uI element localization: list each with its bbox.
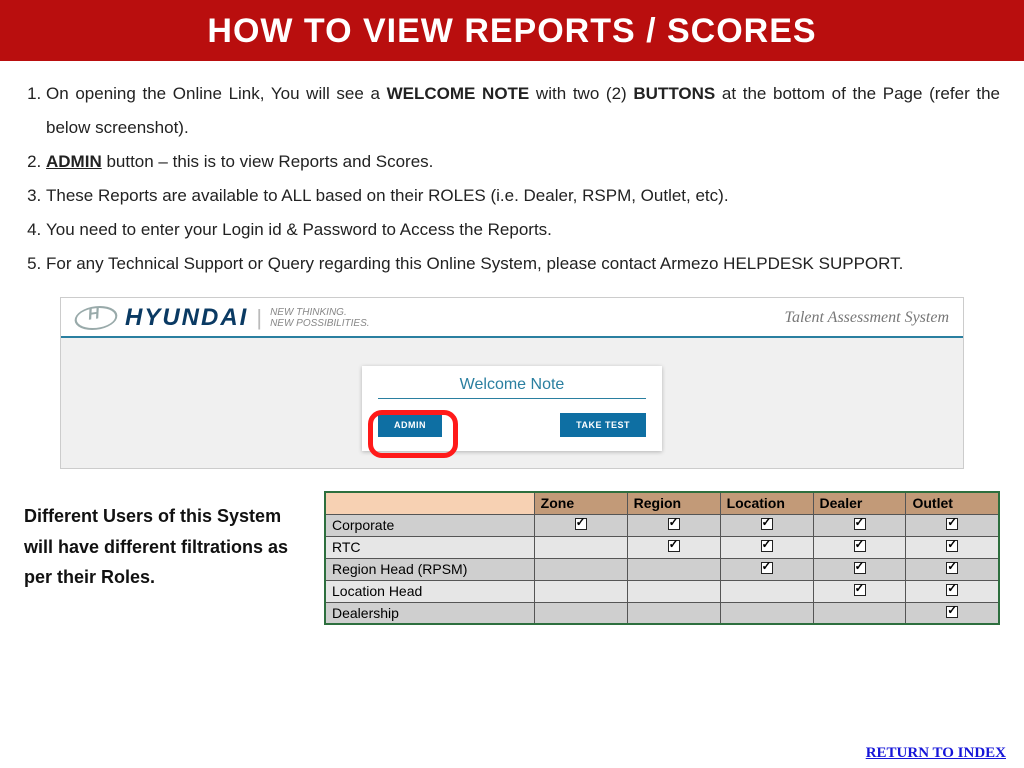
role-cell xyxy=(627,536,720,558)
checkmark-icon xyxy=(854,584,866,596)
table-col-header: Dealer xyxy=(813,492,906,514)
checkmark-icon xyxy=(854,562,866,574)
divider-icon: | xyxy=(256,305,262,331)
role-cell xyxy=(627,514,720,536)
admin-word: ADMIN xyxy=(46,152,102,171)
role-cell xyxy=(906,580,999,602)
role-cell xyxy=(906,602,999,624)
tagline-1: NEW THINKING. xyxy=(270,307,347,318)
brand-logo: HYUNDAI | NEW THINKING. NEW POSSIBILITIE… xyxy=(75,304,370,332)
roles-caption: Different Users of this System will have… xyxy=(24,491,304,593)
text: button – this is to view Reports and Sco… xyxy=(102,152,434,171)
role-cell xyxy=(534,536,627,558)
role-cell xyxy=(627,580,720,602)
instruction-4: You need to enter your Login id & Passwo… xyxy=(46,213,1000,247)
return-to-index-link[interactable]: RETURN TO INDEX xyxy=(866,745,1006,762)
instruction-1: On opening the Online Link, You will see… xyxy=(46,77,1000,145)
role-cell xyxy=(813,580,906,602)
role-cell xyxy=(534,602,627,624)
hyundai-icon xyxy=(71,306,121,330)
instruction-2: ADMIN button – this is to view Reports a… xyxy=(46,145,1000,179)
checkmark-icon xyxy=(761,562,773,574)
text-bold: BUTTONS xyxy=(633,84,715,103)
row-header: Region Head (RPSM) xyxy=(325,558,534,580)
role-cell xyxy=(720,602,813,624)
role-cell xyxy=(813,602,906,624)
checkmark-icon xyxy=(946,584,958,596)
checkmark-icon xyxy=(946,518,958,530)
text-bold: WELCOME NOTE xyxy=(387,84,530,103)
instruction-5: For any Technical Support or Query regar… xyxy=(46,247,1000,281)
role-cell xyxy=(813,558,906,580)
checkmark-icon xyxy=(854,540,866,552)
table-row: Location Head xyxy=(325,580,999,602)
roles-table: ZoneRegionLocationDealerOutlet Corporate… xyxy=(324,491,1000,625)
checkmark-icon xyxy=(946,562,958,574)
role-cell xyxy=(534,580,627,602)
row-header: Corporate xyxy=(325,514,534,536)
screenshot-body: Welcome Note ADMIN TAKE TEST xyxy=(61,338,963,468)
instructions-block: On opening the Online Link, You will see… xyxy=(0,61,1024,291)
row-header: Location Head xyxy=(325,580,534,602)
take-test-button[interactable]: TAKE TEST xyxy=(560,413,646,437)
role-cell xyxy=(720,558,813,580)
brand-word: HYUNDAI xyxy=(125,304,248,332)
role-cell xyxy=(813,514,906,536)
checkmark-icon xyxy=(946,606,958,618)
row-header: RTC xyxy=(325,536,534,558)
role-cell xyxy=(906,536,999,558)
tagline-2: NEW POSSIBILITIES. xyxy=(270,318,369,329)
page-title: HOW TO VIEW REPORTS / SCORES xyxy=(0,0,1024,61)
text: with two (2) xyxy=(529,84,633,103)
checkmark-icon xyxy=(761,540,773,552)
welcome-card: Welcome Note ADMIN TAKE TEST xyxy=(362,366,662,451)
welcome-title: Welcome Note xyxy=(378,376,646,399)
table-row: Dealership xyxy=(325,602,999,624)
row-header: Dealership xyxy=(325,602,534,624)
table-corner xyxy=(325,492,534,514)
role-cell xyxy=(720,514,813,536)
table-col-header: Region xyxy=(627,492,720,514)
checkmark-icon xyxy=(946,540,958,552)
instruction-3: These Reports are available to ALL based… xyxy=(46,179,1000,213)
role-cell xyxy=(627,602,720,624)
table-header-row: ZoneRegionLocationDealerOutlet xyxy=(325,492,999,514)
role-cell xyxy=(906,558,999,580)
table-col-header: Zone xyxy=(534,492,627,514)
checkmark-icon xyxy=(575,518,587,530)
system-name: Talent Assessment System xyxy=(785,309,949,327)
role-cell xyxy=(534,558,627,580)
table-col-header: Outlet xyxy=(906,492,999,514)
table-col-header: Location xyxy=(720,492,813,514)
checkmark-icon xyxy=(668,540,680,552)
checkmark-icon xyxy=(761,518,773,530)
checkmark-icon xyxy=(668,518,680,530)
role-cell xyxy=(720,580,813,602)
role-cell xyxy=(813,536,906,558)
checkmark-icon xyxy=(854,518,866,530)
table-row: RTC xyxy=(325,536,999,558)
table-row: Region Head (RPSM) xyxy=(325,558,999,580)
text: On opening the Online Link, You will see… xyxy=(46,84,387,103)
table-row: Corporate xyxy=(325,514,999,536)
role-cell xyxy=(627,558,720,580)
brand-tagline: NEW THINKING. NEW POSSIBILITIES. xyxy=(270,307,369,329)
role-cell xyxy=(720,536,813,558)
embedded-screenshot: HYUNDAI | NEW THINKING. NEW POSSIBILITIE… xyxy=(60,297,964,469)
role-cell xyxy=(906,514,999,536)
admin-button[interactable]: ADMIN xyxy=(378,413,442,437)
screenshot-header: HYUNDAI | NEW THINKING. NEW POSSIBILITIE… xyxy=(61,298,963,338)
role-cell xyxy=(534,514,627,536)
